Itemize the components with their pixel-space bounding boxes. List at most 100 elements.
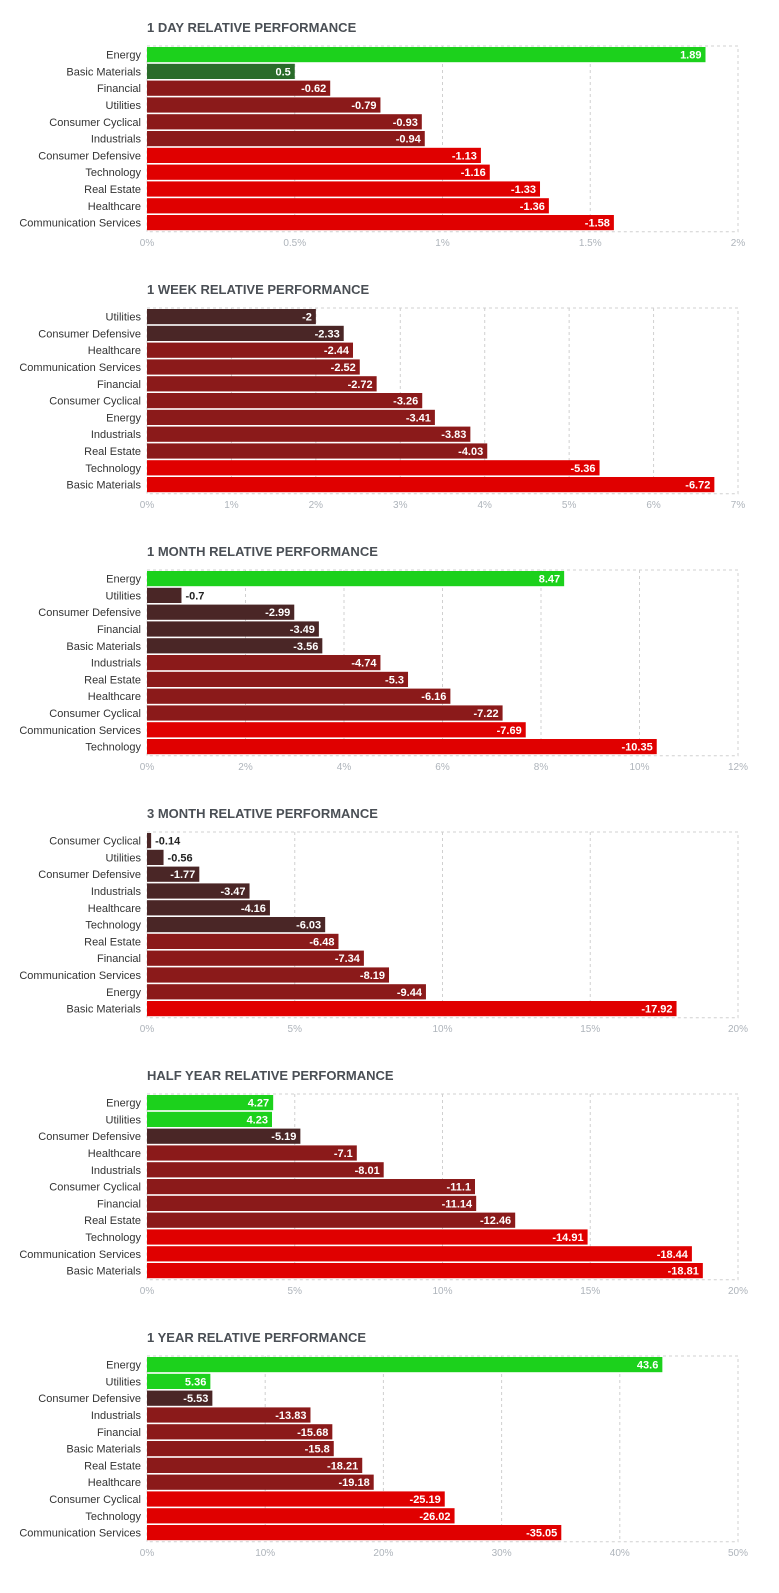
bar[interactable]	[147, 147, 481, 163]
bar[interactable]	[147, 460, 600, 476]
bar[interactable]	[147, 688, 451, 704]
bar[interactable]	[147, 1128, 301, 1144]
bar[interactable]	[147, 1001, 677, 1017]
bar[interactable]	[147, 1474, 374, 1490]
bar[interactable]	[147, 63, 295, 79]
bar[interactable]	[147, 1424, 333, 1440]
bar[interactable]	[147, 950, 364, 966]
bar[interactable]	[147, 164, 490, 180]
bar-value-label: -3.41	[406, 412, 431, 424]
bar[interactable]	[147, 1195, 477, 1211]
bar-value-label: -0.79	[351, 100, 376, 112]
bar-value-label: -14.91	[552, 1232, 583, 1244]
bar[interactable]	[147, 325, 344, 341]
bar[interactable]	[147, 604, 295, 620]
bar[interactable]	[147, 359, 360, 375]
bar[interactable]	[147, 1390, 213, 1406]
bar[interactable]	[147, 638, 323, 654]
bar[interactable]	[147, 1229, 588, 1245]
bar[interactable]	[147, 1373, 211, 1389]
bar[interactable]	[147, 1263, 703, 1279]
bar[interactable]	[147, 342, 354, 358]
bar[interactable]	[147, 722, 526, 738]
bar[interactable]	[147, 587, 182, 603]
bar-value-label: -4.74	[351, 658, 377, 670]
x-tick-label: 20%	[728, 1286, 748, 1297]
category-label: Energy	[106, 574, 141, 586]
bar[interactable]	[147, 1145, 357, 1161]
bar[interactable]	[147, 80, 331, 96]
bar[interactable]	[147, 309, 316, 325]
category-label: Consumer Cyclical	[49, 836, 141, 848]
bar[interactable]	[147, 97, 381, 113]
bar[interactable]	[147, 705, 503, 721]
category-label: Consumer Cyclical	[49, 1182, 141, 1194]
category-label: Financial	[97, 1427, 141, 1439]
bar[interactable]	[147, 131, 425, 147]
category-label: Real Estate	[84, 1215, 141, 1227]
bar[interactable]	[147, 426, 471, 442]
x-tick-label: 20%	[373, 1548, 393, 1559]
bar[interactable]	[147, 621, 319, 637]
bar[interactable]	[147, 739, 657, 755]
category-label: Healthcare	[88, 903, 141, 915]
bar[interactable]	[147, 866, 200, 882]
bar-value-label: 4.23	[247, 1114, 268, 1126]
bar[interactable]	[147, 1407, 311, 1423]
bar[interactable]	[147, 833, 152, 849]
bar[interactable]	[147, 1441, 334, 1457]
bar[interactable]	[147, 1212, 516, 1228]
bar[interactable]	[147, 1246, 692, 1262]
bar[interactable]	[147, 215, 614, 231]
category-label: Industrials	[91, 1410, 142, 1422]
bar[interactable]	[147, 1111, 272, 1127]
bar[interactable]	[147, 181, 541, 197]
bar[interactable]	[147, 477, 715, 493]
bar[interactable]	[147, 114, 422, 130]
bar[interactable]	[147, 900, 270, 916]
bar[interactable]	[147, 393, 423, 409]
bar[interactable]	[147, 883, 250, 899]
bar[interactable]	[147, 47, 706, 63]
bar[interactable]	[147, 984, 426, 1000]
chart-title: 1 MONTH RELATIVE PERFORMANCE	[147, 544, 378, 559]
bar[interactable]	[147, 1525, 562, 1541]
category-label: Energy	[106, 1360, 141, 1372]
x-tick-label: 4%	[477, 500, 492, 511]
bar[interactable]	[147, 849, 164, 865]
bar-value-label: -12.46	[480, 1215, 511, 1227]
chart-title: 1 YEAR RELATIVE PERFORMANCE	[147, 1330, 367, 1345]
bar-value-label: -1.13	[452, 150, 477, 162]
bar[interactable]	[147, 409, 435, 425]
bar-value-label: -2.33	[315, 328, 340, 340]
x-tick-label: 10%	[432, 1286, 452, 1297]
category-label: Utilities	[106, 1114, 142, 1126]
x-tick-label: 0%	[140, 762, 155, 773]
bar[interactable]	[147, 571, 565, 587]
bar[interactable]	[147, 443, 488, 459]
bar[interactable]	[147, 1491, 445, 1507]
bar[interactable]	[147, 1508, 455, 1524]
category-label: Financial	[97, 1198, 141, 1210]
bar[interactable]	[147, 198, 549, 214]
category-label: Energy	[106, 1098, 141, 1110]
x-tick-label: 2%	[309, 500, 324, 511]
bar[interactable]	[147, 376, 377, 392]
category-label: Consumer Cyclical	[49, 396, 141, 408]
bar[interactable]	[147, 655, 381, 671]
x-tick-label: 6%	[435, 762, 450, 773]
bar[interactable]	[147, 1457, 363, 1473]
bar[interactable]	[147, 1162, 384, 1178]
bar[interactable]	[147, 1179, 476, 1195]
bar-value-label: -2	[302, 312, 312, 324]
category-label: Consumer Cyclical	[49, 117, 141, 129]
bar[interactable]	[147, 917, 326, 933]
category-label: Utilities	[106, 590, 142, 602]
x-tick-label: 0%	[140, 238, 155, 249]
bar[interactable]	[147, 933, 339, 949]
category-label: Communication Services	[19, 725, 141, 737]
bar[interactable]	[147, 1095, 274, 1111]
bar[interactable]	[147, 671, 409, 687]
bar[interactable]	[147, 1357, 663, 1373]
bar[interactable]	[147, 967, 390, 983]
